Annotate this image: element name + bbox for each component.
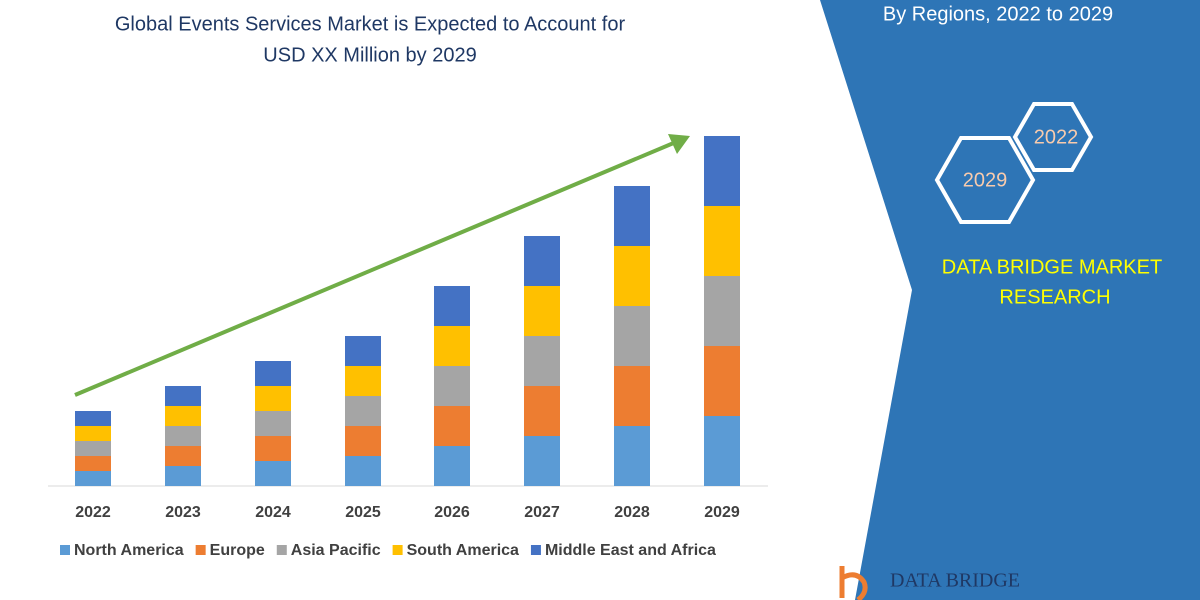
bar-segment xyxy=(524,386,560,436)
x-tick-label: 2028 xyxy=(614,504,650,521)
bar-segment xyxy=(434,446,470,486)
bar-segment xyxy=(614,186,650,246)
x-tick-label: 2029 xyxy=(704,504,740,521)
bar-segment xyxy=(704,206,740,276)
bar-segment xyxy=(165,446,201,466)
logo-icon xyxy=(839,566,868,600)
bar-segment xyxy=(255,461,291,486)
bar-segment xyxy=(614,246,650,306)
chart-title: Global Events Services Market is Expecte… xyxy=(115,13,626,35)
bar-segment xyxy=(75,441,111,456)
bar-segment xyxy=(704,276,740,346)
bar-segment xyxy=(614,306,650,366)
bar-segment xyxy=(345,396,381,426)
x-tick-label: 2023 xyxy=(165,504,201,521)
bar-segment xyxy=(524,286,560,336)
x-tick-label: 2025 xyxy=(345,504,381,521)
x-tick-label: 2024 xyxy=(255,504,291,521)
x-tick-label: 2022 xyxy=(75,504,111,521)
bar-segment xyxy=(434,326,470,366)
bar-segment xyxy=(524,336,560,386)
bar-segment xyxy=(75,471,111,486)
panel-subtitle: By Regions, 2022 to 2029 xyxy=(883,3,1113,25)
bar-segment xyxy=(75,426,111,441)
legend-swatch xyxy=(392,545,403,555)
hexagon xyxy=(1012,102,1094,172)
bar-segment xyxy=(165,386,201,406)
bar-segment xyxy=(704,136,740,206)
brand-text: RESEARCH xyxy=(999,286,1110,308)
hexagon-label: 2022 xyxy=(1034,126,1079,148)
x-tick-label: 2026 xyxy=(434,504,470,521)
bar-segment xyxy=(345,426,381,456)
trend-arrow-head xyxy=(668,134,690,154)
bar-segment xyxy=(255,386,291,411)
bar-segment xyxy=(704,416,740,486)
bar-segment xyxy=(614,426,650,486)
bar-segment xyxy=(255,411,291,436)
logo-text: DATA BRIDGE xyxy=(890,570,1020,592)
hexagon xyxy=(934,136,1036,224)
trend-arrow xyxy=(74,140,677,397)
brand-text: DATA BRIDGE MARKET xyxy=(942,256,1162,278)
x-tick-label: 2027 xyxy=(524,504,560,521)
bar-segment xyxy=(165,406,201,426)
legend-swatch xyxy=(276,545,287,555)
bar-segment xyxy=(345,336,381,366)
bar-segment xyxy=(614,366,650,426)
legend-swatch xyxy=(60,545,70,555)
bar-segment xyxy=(75,456,111,471)
bar-segment xyxy=(434,366,470,406)
hexagon-label: 2029 xyxy=(963,169,1008,191)
bar-segment xyxy=(165,466,201,486)
bar-segment xyxy=(165,426,201,446)
side-panel xyxy=(820,0,1200,600)
legend-label: Middle East and Africa xyxy=(545,542,716,559)
legend-label: Asia Pacific xyxy=(291,542,381,559)
bar-segment xyxy=(704,346,740,416)
bar-segment xyxy=(255,436,291,461)
bar-segment xyxy=(434,286,470,326)
legend-swatch xyxy=(530,545,541,555)
bar-segment xyxy=(75,411,111,426)
bar-segment xyxy=(345,366,381,396)
bars xyxy=(75,136,740,486)
bar-segment xyxy=(524,236,560,286)
bar-segment xyxy=(524,436,560,486)
legend-label: South America xyxy=(407,542,519,559)
bar-segment xyxy=(255,361,291,386)
chart-title: USD XX Million by 2029 xyxy=(263,44,476,66)
bar-segment xyxy=(345,456,381,486)
legend-label: North America xyxy=(74,542,184,559)
legend-label: Europe xyxy=(210,542,265,559)
bar-segment xyxy=(434,406,470,446)
legend-swatch xyxy=(195,545,206,555)
